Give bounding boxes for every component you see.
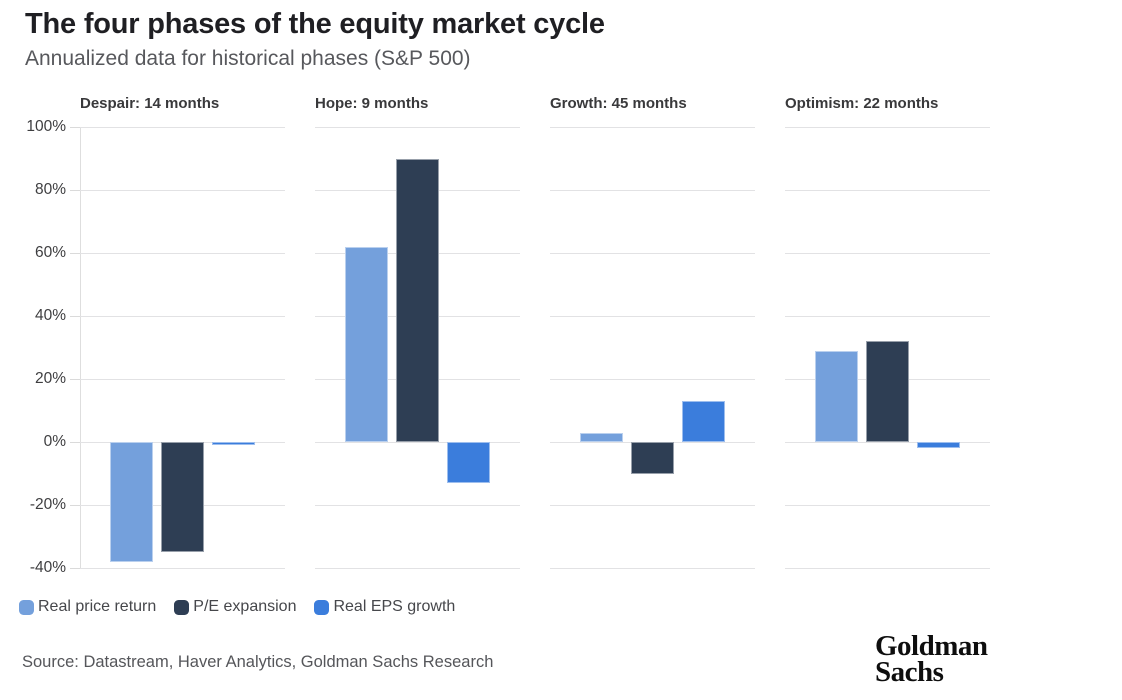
legend-swatch-real-eps-growth: [314, 599, 330, 615]
legend-item-real-eps-growth: Real EPS growth: [314, 598, 455, 616]
bar-real-eps-growth: [212, 442, 255, 446]
gridline: [550, 505, 755, 506]
legend-label: Real EPS growth: [333, 598, 456, 615]
gridline: [315, 127, 520, 128]
panel-optimism: Optimism: 22 months: [785, 0, 990, 620]
y-axis-tick: [70, 505, 80, 506]
page-title: The four phases of the equity market cyc…: [25, 8, 605, 40]
bar-p-e-expansion: [161, 442, 204, 553]
gridline: [550, 253, 755, 254]
gridline: [550, 379, 755, 380]
y-axis-tick: [70, 379, 80, 380]
gridline: [785, 505, 990, 506]
y-axis-line: [80, 127, 81, 569]
legend-swatch-real-price-return: [19, 599, 34, 615]
y-axis-tick: [70, 442, 80, 443]
y-axis-label: 100%: [26, 118, 66, 135]
gridline: [785, 253, 990, 254]
y-axis-tick: [70, 190, 80, 191]
panel-header-optimism: Optimism: 22 months: [785, 95, 939, 112]
y-axis-label: 0%: [43, 433, 66, 450]
y-axis-tick: [70, 316, 80, 317]
gridline: [550, 127, 755, 128]
gridline: [80, 568, 285, 569]
logo-line-2: Sachs: [875, 656, 944, 688]
gridline: [785, 127, 990, 128]
gridline: [80, 379, 285, 380]
gridline: [80, 127, 285, 128]
gridline: [315, 505, 520, 506]
legend-label: Real price return: [38, 598, 157, 615]
gridline: [315, 442, 520, 443]
panel-header-growth: Growth: 45 months: [550, 95, 687, 112]
y-axis-label: 40%: [34, 307, 66, 324]
bar-p-e-expansion: [396, 158, 439, 442]
panel-despair: Despair: 14 months: [80, 0, 285, 620]
y-axis-label: 20%: [34, 370, 66, 387]
gridline: [80, 190, 285, 191]
gridline: [550, 568, 755, 569]
y-axis-label: 80%: [34, 181, 66, 198]
source-note: Source: Datastream, Haver Analytics, Gol…: [22, 653, 494, 671]
bar-real-eps-growth: [447, 442, 490, 483]
panel-header-hope: Hope: 9 months: [315, 95, 429, 112]
bar-real-price-return: [345, 246, 388, 442]
legend-label: P/E expansion: [193, 598, 297, 615]
page-subtitle: Annualized data for historical phases (S…: [25, 47, 471, 70]
panel-hope: Hope: 9 months: [315, 0, 520, 620]
bar-real-eps-growth: [917, 442, 960, 449]
chart-legend: Real price return P/E expansion Real EPS g…: [19, 598, 455, 616]
gridline: [315, 568, 520, 569]
gridline: [80, 253, 285, 254]
gridline: [785, 316, 990, 317]
bar-real-price-return: [580, 432, 623, 442]
logo-line-1: Goldman: [875, 630, 988, 662]
goldman-sachs-logo: Goldman Sachs: [875, 630, 988, 688]
y-axis-label: 60%: [34, 244, 66, 261]
y-axis-tick: [70, 127, 80, 128]
bar-real-price-return: [110, 442, 153, 562]
y-axis-tick: [70, 568, 80, 569]
y-axis-tick: [70, 253, 80, 254]
gridline: [550, 190, 755, 191]
panel-header-despair: Despair: 14 months: [80, 95, 220, 112]
legend-swatch-p-e-expansion: [174, 599, 190, 615]
bar-real-price-return: [815, 350, 858, 442]
legend-item-real-price-return: Real price return: [19, 598, 156, 616]
y-axis-label: -40%: [29, 559, 66, 576]
gridline: [80, 316, 285, 317]
legend-item-p-e-expansion: P/E expansion: [174, 598, 296, 616]
gridline: [785, 442, 990, 443]
gridline: [550, 316, 755, 317]
panel-growth: Growth: 45 months: [550, 0, 755, 620]
bar-p-e-expansion: [631, 442, 674, 474]
y-axis-label: -20%: [29, 496, 66, 513]
bar-real-eps-growth: [682, 401, 725, 442]
gridline: [785, 190, 990, 191]
bar-p-e-expansion: [866, 341, 909, 442]
gridline: [785, 568, 990, 569]
